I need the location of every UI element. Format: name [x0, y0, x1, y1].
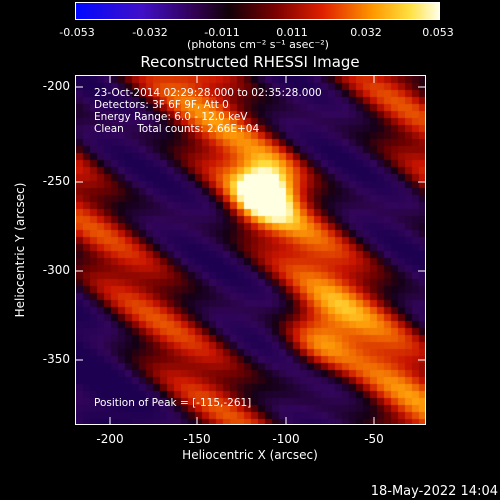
date-stamp: 18-May-2022 14:04 [370, 484, 498, 499]
colorbar-tick: -0.032 [132, 26, 168, 39]
y-tick-label: -300 [42, 263, 70, 277]
rhessi-image: 23-Oct-2014 02:29:28.000 to 02:35:28.000… [75, 75, 426, 425]
x-axis-label: Heliocentric X (arcsec) [182, 448, 318, 462]
overlay-time-range: 23-Oct-2014 02:29:28.000 to 02:35:28.000 [94, 87, 322, 99]
image-title: Reconstructed RHESSI Image [140, 53, 360, 71]
y-tick-label: -250 [42, 174, 70, 188]
overlay-detectors: Detectors: 3F 6F 9F, Att 0 [94, 99, 229, 111]
y-tick-label: -200 [42, 79, 70, 93]
colorbar-tick: -0.053 [59, 26, 95, 39]
x-tick-label: -50 [364, 432, 384, 446]
colorbar-tick: -0.011 [204, 26, 240, 39]
y-axis-label: Heliocentric Y (arcsec) [13, 182, 27, 318]
y-tick-label: -350 [42, 352, 70, 366]
heatmap-canvas [76, 76, 425, 424]
colorbar-units: (photons cm⁻² s⁻¹ asec⁻²) [187, 38, 329, 51]
overlay-peak-position: Position of Peak = [-115,-261] [94, 397, 252, 409]
x-tick-label: -150 [183, 432, 211, 446]
colorbar-tick: 0.032 [350, 26, 382, 39]
colorbar-tick: 0.053 [422, 26, 454, 39]
overlay-clean-counts: Clean Total counts: 2.66E+04 [94, 123, 260, 135]
overlay-energy-range: Energy Range: 6.0 - 12.0 keV [94, 111, 248, 123]
x-tick-label: -100 [272, 432, 300, 446]
x-tick-label: -200 [96, 432, 124, 446]
colorbar [75, 2, 440, 20]
colorbar-tick: 0.011 [276, 26, 308, 39]
